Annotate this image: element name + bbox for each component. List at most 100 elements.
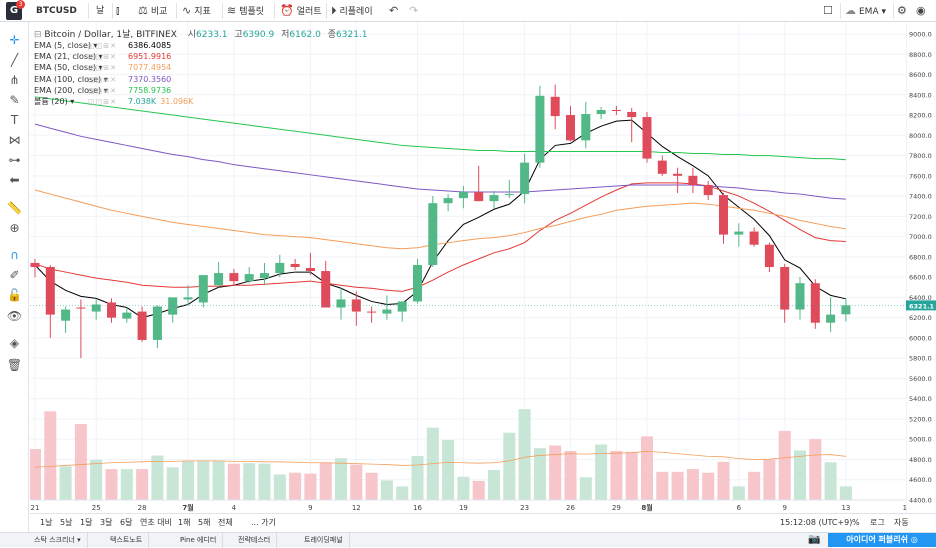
candle-body xyxy=(703,184,713,196)
interval-button[interactable]: 날 xyxy=(96,6,105,16)
ruler-icon[interactable]: 📏 xyxy=(7,201,22,215)
drawing-mode-icon[interactable]: ✐ xyxy=(9,268,20,282)
price-tick-label: 4800.0 xyxy=(909,456,932,464)
alarm-clock-icon: ⏰ xyxy=(280,4,294,17)
legend-action-icons[interactable]: ◫◫⊞✕ xyxy=(88,42,117,50)
candle-body xyxy=(550,96,560,117)
candle-body xyxy=(61,309,71,321)
range-button[interactable]: 5해 xyxy=(198,518,211,527)
fullscreen-button[interactable]: ☐ xyxy=(823,3,836,19)
goto-date-button[interactable]: ... 가기 xyxy=(251,518,276,527)
legend-row[interactable]: EMA (5, close) ▾◫◫⊞✕ 6386.4085 xyxy=(34,40,193,51)
templates-button[interactable]: ≋ 템플릿 xyxy=(227,3,264,19)
volume-bar xyxy=(227,463,240,500)
volume-bar xyxy=(503,432,516,500)
legend-action-icons[interactable]: ◫◫⊞✕ xyxy=(88,75,117,84)
close-value: 6321.1 xyxy=(336,30,368,40)
auto-toggle[interactable]: 자동 xyxy=(894,518,909,527)
price-tick-label: 7400.0 xyxy=(909,193,932,201)
range-button[interactable]: 5날 xyxy=(60,518,73,527)
pattern-icon[interactable]: ⋈ xyxy=(8,133,21,147)
legend-action-icons[interactable]: ◫◫⊞✕ xyxy=(88,53,117,62)
range-button[interactable]: 1해 xyxy=(178,518,191,527)
candle-body xyxy=(382,309,392,314)
symbol-header: ⊟ Bitcoin / Dollar, 1날, BITFINEX 시6233.1… xyxy=(34,27,368,40)
volume-bar xyxy=(625,451,638,500)
percent-toggle[interactable]: % xyxy=(852,518,860,527)
legend-row[interactable]: EMA (100, close) ▾◫◫⊞✕ 7370.3560 xyxy=(34,74,193,85)
price-chart[interactable]: 21 25 28 7월 4 9 12 16 19 23 26 29 8월 6 9 13 16 xyxy=(30,22,906,513)
legend-value: 7370.3560 xyxy=(128,74,172,84)
lock-icon[interactable]: 🔓 xyxy=(7,288,22,302)
eye-icon[interactable]: 👁 xyxy=(6,309,23,323)
back-arrow-icon[interactable]: ⬅ xyxy=(9,173,20,187)
candle-body xyxy=(76,307,86,309)
trash-icon[interactable]: 🗑 xyxy=(6,358,23,372)
layers-icon[interactable]: ◈ xyxy=(9,336,20,350)
volume-bar xyxy=(335,458,347,500)
candle-body xyxy=(841,305,851,315)
alert-button[interactable]: ⏰ 얼러트 xyxy=(280,3,322,19)
candle-body xyxy=(581,114,591,141)
range-button[interactable]: 1달 xyxy=(80,518,93,527)
layout-button[interactable]: ☁ EMA ▾ xyxy=(845,3,886,19)
footer-tab[interactable]: 전략테스터 xyxy=(232,533,278,548)
redo-button[interactable]: ↷ xyxy=(409,3,421,19)
settings-button[interactable]: ⚙ xyxy=(897,3,910,19)
log-toggle[interactable]: 로그 xyxy=(870,518,885,527)
legend-name: EMA (100, close) ▾ xyxy=(34,74,108,84)
undo-button[interactable]: ↶ xyxy=(389,3,401,19)
range-button[interactable]: 전체 xyxy=(218,518,233,527)
footer-tab[interactable]: 트레이딩패널 xyxy=(298,533,350,548)
range-button[interactable]: 3달 xyxy=(100,518,113,527)
time-axis-label: 16 xyxy=(903,504,906,512)
legend-row[interactable]: EMA (200, close) ▾◫◫⊞✕ 7758.9736 xyxy=(34,85,193,96)
footer-tab[interactable]: Pine 에디터 xyxy=(174,533,224,548)
legend-action-icons[interactable]: ◫◫⊞✕ xyxy=(88,64,117,73)
volume-bar xyxy=(365,472,378,500)
trend-line-icon[interactable]: ╱ xyxy=(10,53,19,67)
collapse-icon[interactable]: ⊟ xyxy=(34,30,42,40)
brush-icon[interactable]: ✎ xyxy=(9,93,20,107)
range-button[interactable]: 6달 xyxy=(120,518,133,527)
footer-tab[interactable]: 스탁 스크리너 ▾ xyxy=(28,533,88,548)
compare-button[interactable]: ⚖ 비교 xyxy=(138,3,167,19)
price-scale[interactable]: 9000.0 8800.0 8600.0 8400.0 8200.0 8000.0 7800… xyxy=(905,22,936,513)
template-icon: ≋ xyxy=(227,4,237,17)
volume-bar xyxy=(74,424,87,500)
legend-row[interactable]: EMA (21, close) ▾◫◫⊞✕ 6951.9916 xyxy=(34,51,193,62)
zoom-in-icon[interactable]: ⊕ xyxy=(9,221,20,235)
chart-pane[interactable]: 21 25 28 7월 4 9 12 16 19 23 26 29 8월 6 9 13 16 xyxy=(30,22,906,513)
candle-body xyxy=(428,203,438,265)
crosshair-icon[interactable]: ✛ xyxy=(9,33,20,47)
time-axis-label: 19 xyxy=(459,504,468,512)
replay-button[interactable]: ⏵ 리플레이 xyxy=(331,3,373,19)
time-axis-label: 9 xyxy=(782,504,786,512)
camera-icon[interactable]: 📷 xyxy=(808,534,821,545)
indicators-button[interactable]: ∿ 지표 xyxy=(182,3,211,19)
candle-body xyxy=(673,173,683,176)
candle-body xyxy=(107,302,116,318)
chart-type-button[interactable]: ⫾ xyxy=(116,3,123,19)
alert-label: 얼러트 xyxy=(296,7,322,17)
range-button[interactable]: 연초 대비 xyxy=(140,518,172,527)
clock: 15:12:08 (UTC+9) xyxy=(780,518,853,527)
legend-row[interactable]: EMA (50, close) ▾◫◫⊞✕ 7077.4954 xyxy=(34,62,193,73)
low-label: 저 xyxy=(281,30,290,40)
gear-icon: ⚙ xyxy=(897,4,907,17)
text-icon[interactable]: T xyxy=(10,113,19,127)
footer-tab[interactable]: 텍스트노트 xyxy=(104,533,150,548)
forecast-icon[interactable]: ⊶ xyxy=(8,153,21,167)
volume-bar xyxy=(641,436,653,500)
symbol-search[interactable]: BTCUSD xyxy=(36,6,77,16)
legend-action-icons[interactable]: ◫◫⊞✕ xyxy=(88,97,117,106)
snapshot-button[interactable]: ◉ xyxy=(916,3,929,19)
publish-idea-button[interactable]: 아이디어 퍼블리쉬 ◎ xyxy=(828,533,936,547)
price-tick-label: 6400.0 xyxy=(909,294,932,302)
legend-row[interactable]: 볼륨 (20) ▾ ◫◫⊞✕ 7.038K 31.096K xyxy=(34,96,193,107)
magnet-icon[interactable]: ∩ xyxy=(10,248,19,262)
legend-action-icons[interactable]: ◫◫⊞✕ xyxy=(88,86,117,95)
legend-name: EMA (5, close) ▾ xyxy=(34,41,98,50)
range-button[interactable]: 1날 xyxy=(40,518,53,527)
pitchfork-icon[interactable]: ⋔ xyxy=(9,73,20,87)
